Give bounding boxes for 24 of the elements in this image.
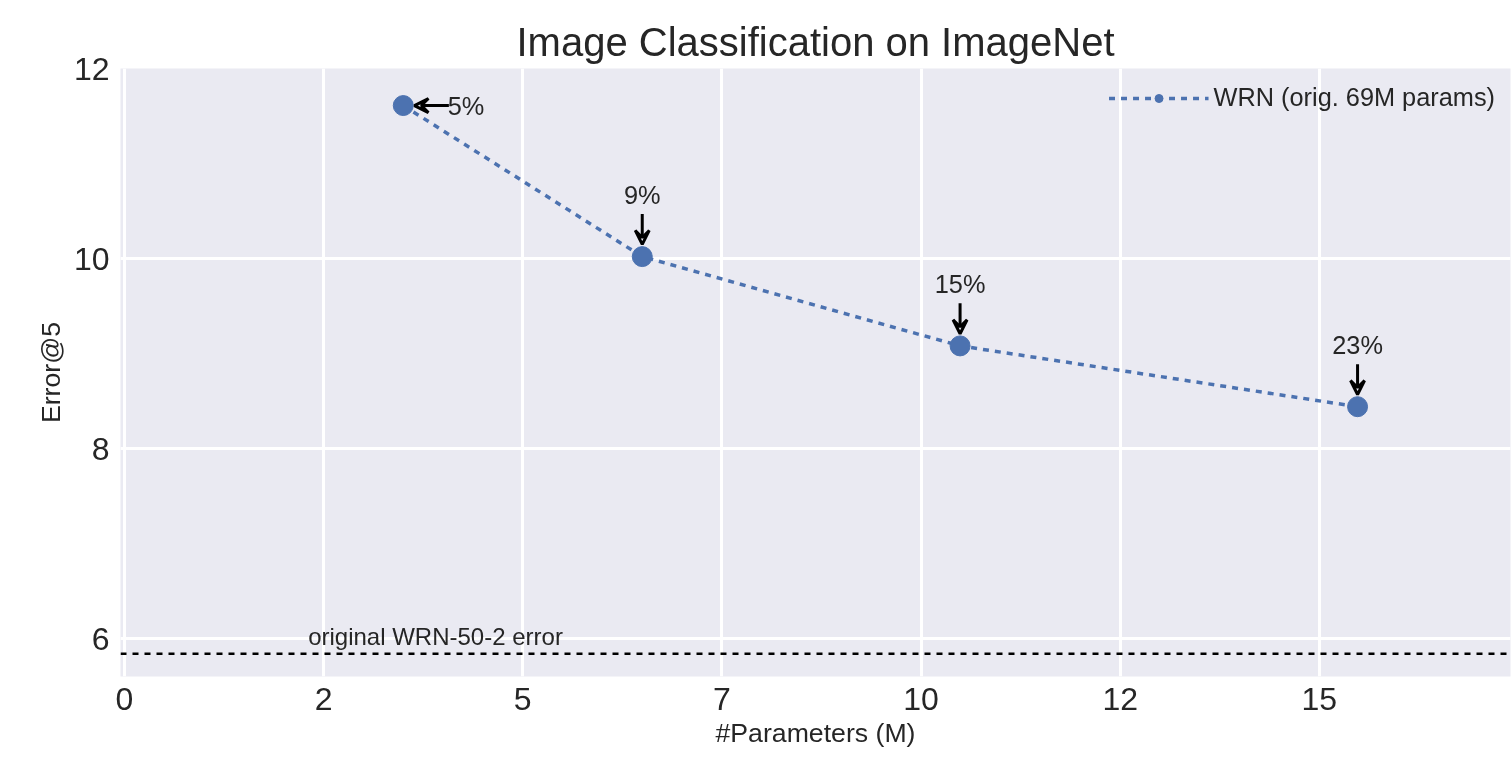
x-tick-label: 5	[513, 680, 532, 717]
y-tick-label: 12	[73, 50, 110, 87]
annotation: 9%	[623, 181, 661, 210]
annotation: 15%	[934, 270, 986, 299]
ref-line-label: original WRN-50-2 error	[308, 622, 563, 650]
chart-title: Image Classification on ImageNet	[516, 19, 1115, 64]
y-tick-label: 10	[73, 240, 110, 277]
legend-label: WRN (orig. 69M params)	[1213, 83, 1495, 112]
point	[949, 335, 971, 357]
point	[392, 95, 414, 117]
y-tick-label: 6	[91, 620, 110, 657]
x-tick-label: 0	[115, 680, 134, 717]
x-tick-label: 10	[903, 680, 939, 717]
point	[1347, 396, 1369, 418]
annotation: 5%	[447, 91, 485, 120]
x-axis-title: #Parameters (M)	[715, 717, 916, 748]
y-tick-label: 8	[91, 430, 110, 467]
annotation: 23%	[1332, 331, 1383, 360]
y-axis-title: Error@5	[35, 321, 66, 424]
x-tick-label: 2	[314, 680, 333, 717]
point	[631, 246, 653, 268]
x-tick-label: 12	[1102, 680, 1138, 717]
x-tick-label: 7	[713, 680, 731, 717]
x-tick-label: 15	[1301, 680, 1338, 717]
